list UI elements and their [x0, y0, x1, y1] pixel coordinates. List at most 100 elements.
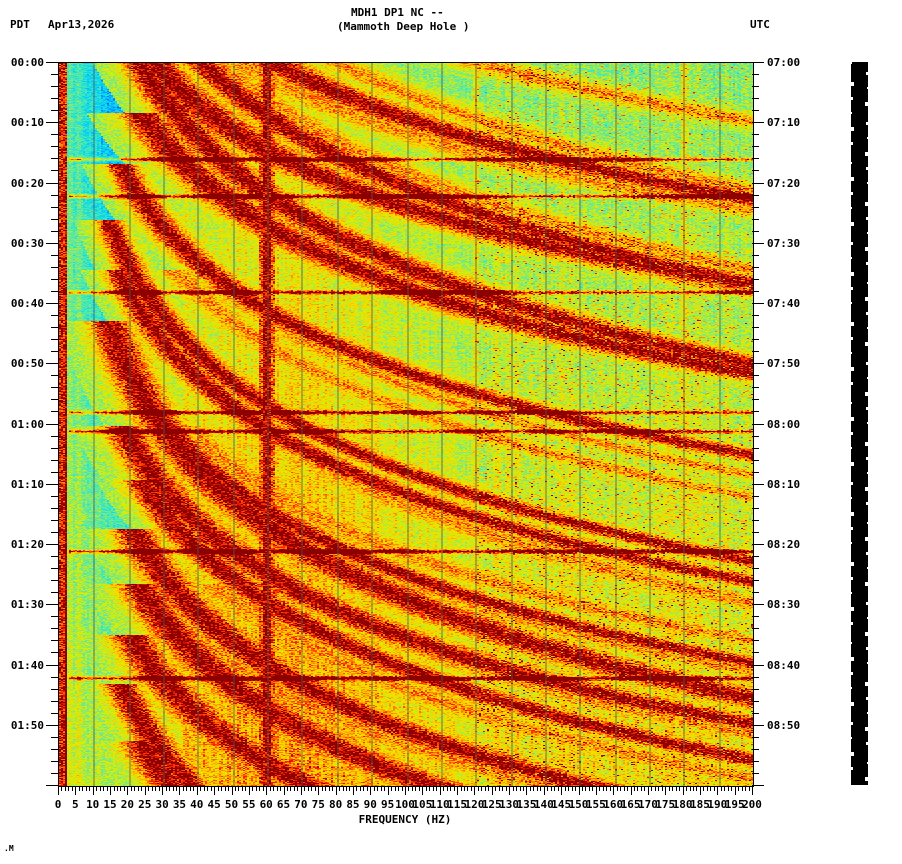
x-tick-minor	[329, 786, 330, 791]
scale-bar-notch	[851, 302, 852, 304]
x-tick-minor	[547, 786, 548, 791]
x-tick-label: 10	[86, 798, 100, 811]
x-tick-minor	[395, 786, 396, 791]
y-tick-minor-right	[752, 255, 759, 256]
x-tick-minor	[349, 786, 350, 791]
y-tick-minor-left	[51, 689, 58, 690]
y-tick-minor-left	[51, 652, 58, 653]
x-tick-minor	[152, 786, 153, 791]
x-tick-minor	[242, 786, 243, 791]
x-tick-minor	[572, 786, 573, 791]
x-tick-major	[388, 786, 389, 795]
scale-bar-notch	[866, 217, 868, 220]
scale-bar-notch	[867, 617, 868, 619]
x-tick-minor	[391, 786, 392, 791]
y-tick-minor-left	[51, 279, 58, 280]
y-tick-minor-left	[51, 677, 58, 678]
y-tick-major-right	[752, 243, 764, 244]
x-tick-major	[249, 786, 250, 795]
scale-bar-notch	[851, 62, 852, 64]
x-tick-minor	[707, 786, 708, 791]
x-tick-minor	[471, 786, 472, 791]
scale-bar-notch	[865, 487, 868, 491]
x-tick-minor	[346, 786, 347, 791]
x-tick-minor	[408, 786, 409, 791]
x-tick-minor	[520, 786, 521, 791]
x-tick-major	[457, 786, 458, 795]
x-tick-minor	[488, 786, 489, 791]
y-tick-minor-left	[51, 110, 58, 111]
x-tick-label: 50	[224, 798, 239, 811]
y-tick-minor-left	[51, 460, 58, 461]
scale-bar-notch	[851, 367, 854, 371]
y-tick-minor-left	[51, 255, 58, 256]
x-tick-minor	[332, 786, 333, 791]
x-tick-minor	[436, 786, 437, 791]
y-tick-minor-right	[752, 436, 759, 437]
x-tick-major	[665, 786, 666, 795]
x-tick-major	[700, 786, 701, 795]
x-tick-major	[579, 786, 580, 795]
scale-bar-notch	[851, 97, 853, 100]
x-tick-minor	[155, 786, 156, 791]
y-tick-major-left	[46, 484, 58, 485]
y-tick-major-right	[752, 122, 764, 123]
y-tick-minor-left	[51, 520, 58, 521]
scale-bar-notch	[851, 382, 853, 385]
y-tick-minor-right	[752, 291, 759, 292]
y-tick-major-left	[46, 122, 58, 123]
scale-bar-notch	[867, 137, 868, 139]
x-tick-minor	[634, 786, 635, 791]
x-tick-minor	[585, 786, 586, 791]
x-tick-major	[127, 786, 128, 795]
x-tick-minor	[516, 786, 517, 791]
x-tick-minor	[124, 786, 125, 791]
y-tick-major-right	[752, 484, 764, 485]
scale-bar-notch	[851, 82, 854, 86]
y-tick-minor-right	[752, 86, 759, 87]
x-tick-minor	[308, 786, 309, 791]
x-tick-major	[474, 786, 475, 795]
x-tick-label: 185	[690, 798, 710, 811]
scale-bar-notch	[851, 222, 854, 226]
x-tick-minor	[499, 786, 500, 791]
x-tick-minor	[565, 786, 566, 791]
y-tick-major-left	[46, 62, 58, 63]
x-tick-minor	[426, 786, 427, 791]
y-tick-major-right	[752, 665, 764, 666]
x-tick-major	[353, 786, 354, 795]
scale-bar-notch	[865, 247, 868, 251]
y-tick-major-right	[752, 62, 764, 63]
x-tick-minor	[710, 786, 711, 791]
x-tick-minor	[651, 786, 652, 791]
y-tick-minor-left	[51, 195, 58, 196]
y-tick-label-left: 00:50	[10, 357, 44, 371]
x-tick-minor	[530, 786, 531, 791]
scale-bar-notch	[866, 602, 868, 605]
scale-bar-notch	[865, 682, 868, 686]
y-tick-minor-right	[752, 761, 759, 762]
x-tick-minor	[270, 786, 271, 791]
scale-bar-notch	[851, 287, 853, 290]
x-tick-label: 90	[363, 798, 377, 811]
x-tick-label: 115	[447, 798, 467, 811]
x-tick-minor	[485, 786, 486, 791]
x-tick-minor	[551, 786, 552, 791]
y-tick-major-left	[46, 183, 58, 184]
x-tick-minor	[325, 786, 326, 791]
y-tick-minor-left	[51, 291, 58, 292]
x-tick-minor	[464, 786, 465, 791]
y-tick-major-left	[46, 785, 58, 786]
x-tick-minor	[592, 786, 593, 791]
x-tick-minor	[419, 786, 420, 791]
x-tick-minor	[65, 786, 66, 791]
y-tick-minor-left	[51, 207, 58, 208]
x-tick-minor	[263, 786, 264, 791]
y-tick-minor-left	[51, 170, 58, 171]
x-tick-major	[717, 786, 718, 795]
x-tick-minor	[72, 786, 73, 791]
scale-bar-notch	[851, 402, 852, 404]
spectrogram-plot[interactable]	[58, 62, 754, 787]
scale-bar-notch	[851, 177, 854, 181]
x-tick-minor	[190, 786, 191, 791]
